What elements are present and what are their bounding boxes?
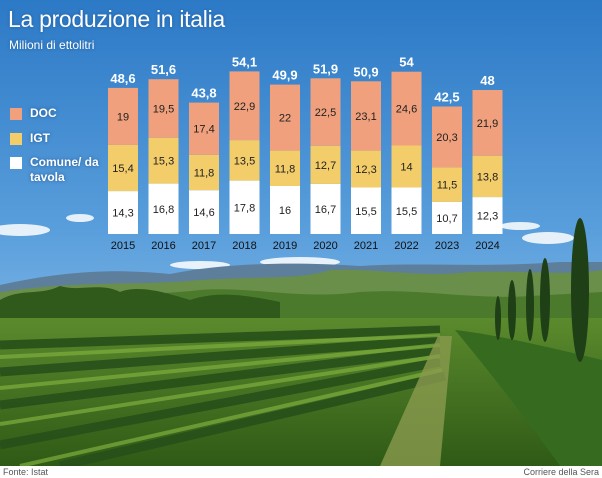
value-label-igt-2024: 13,8 — [477, 171, 498, 183]
value-label-doc-2016: 19,5 — [153, 103, 174, 115]
value-label-doc-2019: 22 — [279, 113, 291, 125]
bar-doc-2023 — [432, 106, 462, 168]
source-note: Fonte: Istat — [3, 467, 49, 477]
legend-swatch-comune — [10, 157, 22, 169]
legend-label-doc: DOC — [30, 106, 57, 120]
value-label-igt-2022: 14 — [400, 162, 412, 174]
bar-igt-2016 — [148, 137, 179, 184]
bar-doc-2016 — [148, 79, 179, 138]
bar-doc-2020 — [310, 78, 341, 146]
bar-igt-2024 — [472, 155, 503, 198]
credit-note: Corriere della Sera — [523, 467, 599, 477]
bar-igt-2017 — [189, 154, 219, 191]
year-label-2019: 2019 — [273, 240, 297, 252]
year-label-2015: 2015 — [111, 240, 135, 252]
year-label-2024: 2024 — [475, 240, 499, 252]
value-label-doc-2022: 24,6 — [396, 104, 417, 116]
legend-label-comune: Comune/ da tavola — [30, 155, 99, 184]
bar-comune-2019 — [270, 186, 300, 234]
value-label-doc-2020: 22,5 — [315, 107, 336, 119]
value-label-igt-2021: 12,3 — [355, 164, 376, 176]
chart-title: La produzione in italia — [8, 6, 225, 32]
value-label-igt-2018: 13,5 — [234, 155, 255, 167]
value-label-doc-2021: 23,1 — [355, 111, 376, 123]
bar-doc-2019 — [270, 84, 300, 151]
bar-doc-2015 — [108, 87, 138, 145]
bar-igt-2021 — [351, 150, 381, 188]
value-label-doc-2018: 22,9 — [234, 101, 255, 113]
chart-subtitle: Milioni di ettolitri — [9, 38, 95, 52]
legend-swatch-igt — [10, 133, 22, 145]
value-label-comune-2021: 15,5 — [355, 206, 376, 218]
value-label-igt-2016: 15,3 — [153, 156, 174, 168]
bar-igt-2019 — [270, 150, 300, 186]
bar-comune-2018 — [229, 180, 260, 234]
bar-comune-2017 — [189, 190, 219, 234]
year-label-2020: 2020 — [313, 240, 337, 252]
bar-comune-2022 — [391, 187, 422, 234]
total-label-2017: 43,8 — [191, 86, 216, 101]
value-label-igt-2017: 11,8 — [194, 168, 215, 180]
total-label-2021: 50,9 — [353, 64, 378, 79]
year-label-2021: 2021 — [354, 240, 378, 252]
bar-igt-2023 — [432, 167, 462, 202]
total-label-2016: 51,6 — [151, 62, 176, 77]
bar-igt-2020 — [310, 145, 341, 184]
value-label-igt-2023: 11,5 — [437, 180, 458, 192]
bar-comune-2020 — [310, 183, 341, 234]
total-label-2024: 48 — [480, 73, 494, 88]
value-label-comune-2017: 14,6 — [193, 207, 214, 219]
year-label-2018: 2018 — [232, 240, 256, 252]
total-label-2015: 48,6 — [110, 71, 135, 86]
footer: Fonte: Istat Corriere della Sera — [0, 466, 602, 478]
bar-doc-2021 — [351, 81, 381, 151]
bar-doc-2017 — [189, 102, 219, 155]
value-label-igt-2020: 12,7 — [315, 160, 336, 172]
value-label-comune-2020: 16,7 — [315, 204, 336, 216]
year-label-2016: 2016 — [151, 240, 175, 252]
value-label-comune-2015: 14,3 — [112, 208, 133, 220]
bar-igt-2015 — [108, 144, 138, 192]
value-label-comune-2024: 12,3 — [477, 211, 498, 223]
bar-comune-2024 — [472, 197, 503, 234]
value-label-igt-2019: 11,8 — [275, 163, 296, 175]
total-label-2022: 54 — [399, 55, 414, 70]
year-label-2023: 2023 — [435, 240, 459, 252]
bar-doc-2018 — [229, 71, 260, 141]
value-label-doc-2017: 17,4 — [193, 124, 214, 136]
bar-doc-2024 — [472, 90, 503, 156]
total-label-2018: 54,1 — [232, 54, 257, 69]
value-label-comune-2016: 16,8 — [153, 204, 174, 216]
total-label-2023: 42,5 — [434, 90, 459, 105]
bar-comune-2023 — [432, 201, 462, 234]
legend-label-igt: IGT — [30, 131, 50, 145]
value-label-doc-2023: 20,3 — [436, 132, 457, 144]
year-label-2022: 2022 — [394, 240, 418, 252]
bar-comune-2016 — [148, 183, 179, 234]
value-label-comune-2018: 17,8 — [234, 202, 255, 214]
value-label-comune-2023: 10,7 — [436, 213, 457, 225]
bar-comune-2021 — [351, 187, 381, 234]
value-label-comune-2019: 16 — [279, 205, 291, 217]
bar-igt-2018 — [229, 140, 260, 181]
total-label-2020: 51,9 — [313, 61, 338, 76]
bar-comune-2015 — [108, 191, 138, 234]
total-label-2019: 49,9 — [272, 68, 297, 83]
stacked-bar-chart: 14,3 15,4 19 48,6 2015 16,8 15,3 19,5 51,6 2016 14… — [108, 54, 503, 252]
value-label-doc-2015: 19 — [117, 111, 129, 123]
legend-swatch-doc — [10, 108, 22, 120]
year-label-2017: 2017 — [192, 240, 216, 252]
bar-doc-2022 — [391, 71, 422, 146]
value-label-doc-2024: 21,9 — [477, 118, 498, 130]
value-label-comune-2022: 15,5 — [396, 206, 417, 218]
value-label-igt-2015: 15,4 — [112, 163, 133, 175]
bar-igt-2022 — [391, 145, 422, 188]
